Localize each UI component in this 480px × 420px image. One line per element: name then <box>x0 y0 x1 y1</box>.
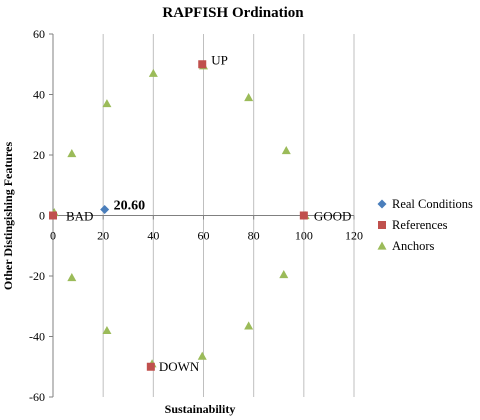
anchors-point-10 <box>197 351 207 360</box>
y-tick-label-0: -60 <box>29 390 45 404</box>
references-point-0 <box>49 211 57 220</box>
annotation-up: UP <box>211 52 228 67</box>
x-tick-label-6: 120 <box>345 229 363 243</box>
annotation-good: GOOD <box>314 209 352 224</box>
tick-labels: -60 -40 -20 0 20 40 60 0 20 40 60 80 100 120 <box>29 27 363 404</box>
axes <box>49 33 355 398</box>
y-tick-label-1: -40 <box>29 330 45 344</box>
chart-title: RAPFISH Ordination <box>162 5 304 21</box>
legend-label-references: References <box>392 218 448 232</box>
legend-marker-anchors <box>377 241 387 250</box>
y-tick-label-4: 20 <box>33 148 45 162</box>
x-tick-label-3: 60 <box>198 229 210 243</box>
x-tick-label-4: 80 <box>248 229 260 243</box>
legend-label-anchors: Anchors <box>392 239 434 253</box>
x-tick-label-1: 20 <box>97 229 109 243</box>
anchors-point-8 <box>279 269 289 279</box>
anchors-point-2 <box>102 99 112 108</box>
legend-label-real-conditions: Real Conditions <box>392 197 473 211</box>
annotation-down: DOWN <box>159 359 200 374</box>
x-tick-label-0: 0 <box>50 229 56 243</box>
annotations: 20.60 UP BAD GOOD DOWN <box>66 52 351 374</box>
x-axis-title: Sustainability <box>165 402 236 416</box>
anchors-point-13 <box>67 273 77 282</box>
real-conditions-point-0 <box>100 204 110 214</box>
annotation-bad: BAD <box>66 209 93 224</box>
y-tick-label-2: -20 <box>29 269 45 283</box>
anchors-point-6 <box>281 145 291 155</box>
legend: Real Conditions References Anchors <box>377 197 473 253</box>
y-tick-label-5: 40 <box>33 88 45 102</box>
anchors-point-5 <box>244 93 254 102</box>
anchors-point-9 <box>244 321 254 330</box>
x-tick-label-2: 40 <box>147 229 159 243</box>
references-point-2 <box>198 60 207 69</box>
references-point-1 <box>299 211 308 220</box>
y-tick-label-6: 60 <box>33 27 45 41</box>
legend-marker-references <box>378 221 386 229</box>
annotation-20-60: 20.60 <box>114 198 145 213</box>
x-tick-label-5: 100 <box>295 229 313 243</box>
y-tick-label-3: 0 <box>39 209 45 223</box>
data-points <box>49 60 310 371</box>
y-axis-title: Other Distingishing Features <box>1 142 15 291</box>
legend-marker-real-conditions <box>377 199 387 209</box>
anchors-point-1 <box>67 148 77 158</box>
anchors-point-12 <box>102 325 112 335</box>
anchors-point-3 <box>148 68 158 77</box>
references-point-3 <box>146 362 155 371</box>
